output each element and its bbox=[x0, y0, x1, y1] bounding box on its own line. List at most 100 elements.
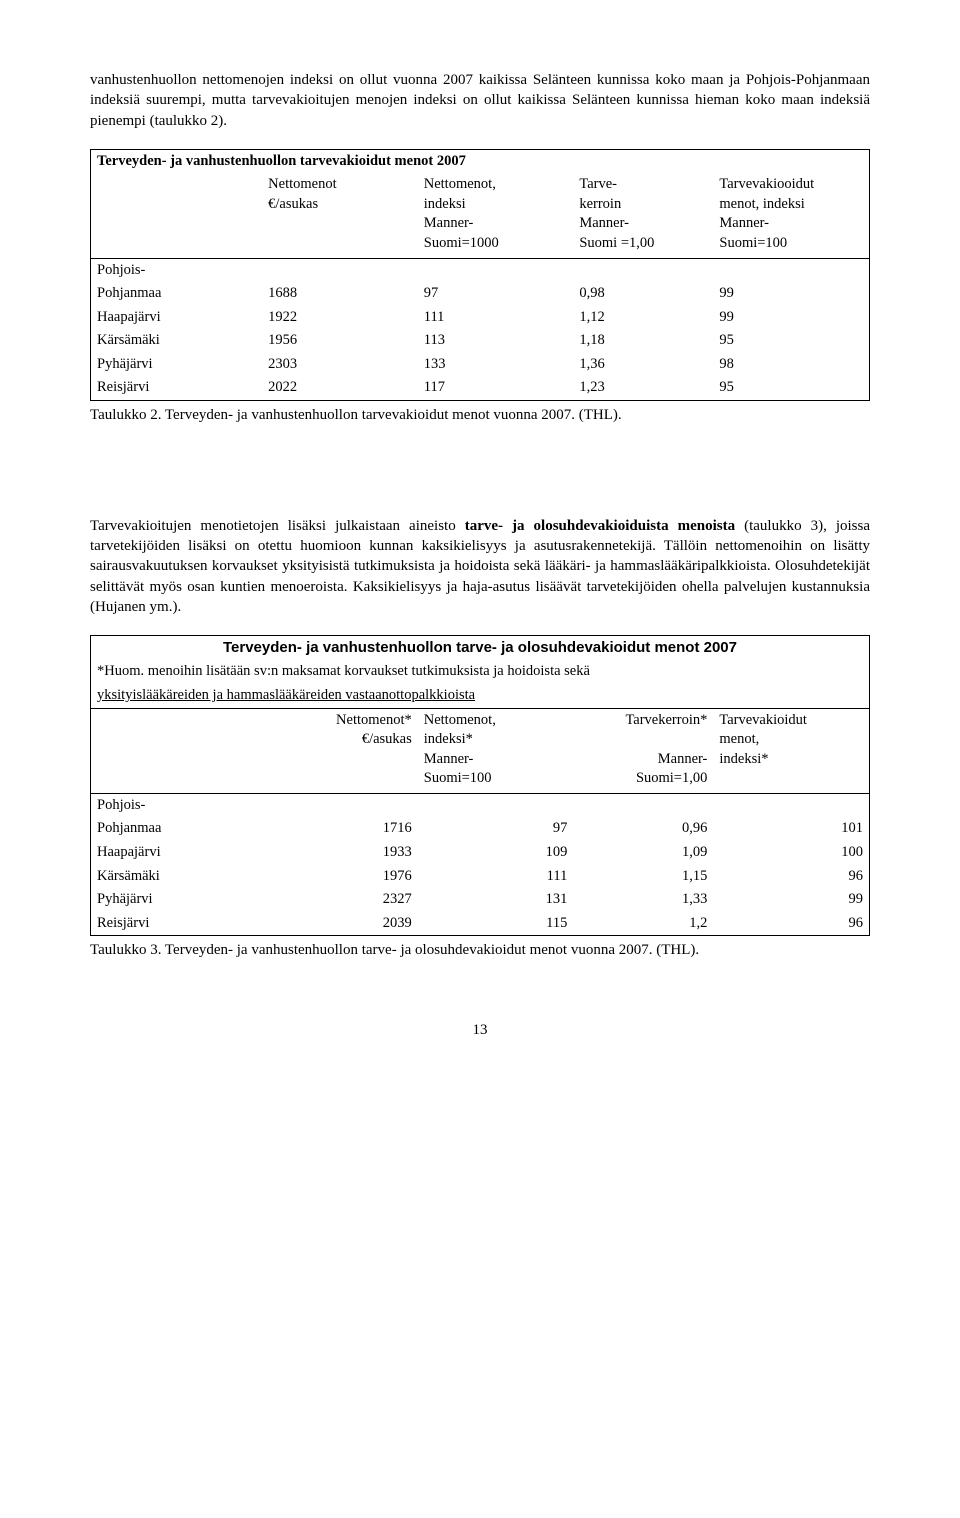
t2-r1-c4: 1,09 bbox=[573, 841, 713, 865]
t2-r3-c2: 2327 bbox=[262, 888, 418, 912]
t2-r0-c2: 1716 bbox=[262, 817, 418, 841]
t2-h3d: Suomi=100 bbox=[424, 770, 492, 786]
t1-h3c: Manner- bbox=[424, 215, 474, 231]
t1-r0-c3: 97 bbox=[418, 282, 574, 306]
t2-r4-c3: 115 bbox=[418, 912, 574, 936]
table-row: Kärsämäki 1956 113 1,18 95 bbox=[91, 329, 869, 353]
table-row: Pohjanmaa 1688 97 0,98 99 bbox=[91, 282, 869, 306]
t1-r3-c2: 2303 bbox=[262, 353, 418, 377]
table-row: Pohjois- bbox=[91, 793, 869, 817]
t2-r0-label-a: Pohjois- bbox=[91, 793, 262, 817]
t2-r4-c4: 1,2 bbox=[573, 912, 713, 936]
table-1-box: Terveyden- ja vanhustenhuollon tarvevaki… bbox=[90, 149, 870, 401]
mid-paragraph: Tarvevakioitujen menotietojen lisäksi ju… bbox=[90, 516, 870, 617]
intro-paragraph: vanhustenhuollon nettomenojen indeksi on… bbox=[90, 70, 870, 131]
t2-r1-c5: 100 bbox=[713, 841, 869, 865]
table-row: Reisjärvi 2022 117 1,23 95 bbox=[91, 376, 869, 400]
t1-h5b: menot, indeksi bbox=[719, 196, 804, 212]
t1-r1-c2: 1922 bbox=[262, 306, 418, 330]
t1-r0-c4: 0,98 bbox=[573, 282, 713, 306]
t2-h3: Nettomenot, indeksi* Manner- Suomi=100 bbox=[418, 708, 574, 793]
t2-r2-c4: 1,15 bbox=[573, 865, 713, 889]
t2-r4-c2: 2039 bbox=[262, 912, 418, 936]
t1-r4-c5: 95 bbox=[713, 376, 869, 400]
t2-h2b: €/asukas bbox=[362, 731, 412, 747]
t1-r2-c2: 1956 bbox=[262, 329, 418, 353]
t2-h4a: Tarvekerroin* bbox=[625, 712, 707, 728]
t1-h4d: Suomi =1,00 bbox=[579, 235, 654, 251]
t1-h2b: €/asukas bbox=[268, 196, 318, 212]
t2-h3b: indeksi* bbox=[424, 731, 473, 747]
table-row: Reisjärvi 2039 115 1,2 96 bbox=[91, 912, 869, 936]
table-1-h1 bbox=[91, 173, 262, 258]
t1-r1-c3: 111 bbox=[418, 306, 574, 330]
t2-h3c: Manner- bbox=[424, 751, 474, 767]
t2-h5b: menot, bbox=[719, 731, 759, 747]
t1-r0-c2: 1688 bbox=[262, 282, 418, 306]
t2-h5a: Tarvevakioidut bbox=[719, 712, 807, 728]
table-1-title-row: Terveyden- ja vanhustenhuollon tarvevaki… bbox=[91, 150, 869, 174]
table-2-title-row: Terveyden- ja vanhustenhuollon tarve- ja… bbox=[91, 636, 869, 660]
t2-r3-c4: 1,33 bbox=[573, 888, 713, 912]
t2-r0-c5: 101 bbox=[713, 817, 869, 841]
t1-r3-c5: 98 bbox=[713, 353, 869, 377]
t2-h4d: Suomi=1,00 bbox=[636, 770, 707, 786]
table-row: Kärsämäki 1976 111 1,15 96 bbox=[91, 865, 869, 889]
t2-h5c: indeksi* bbox=[719, 751, 768, 767]
t1-r0-c5: 99 bbox=[713, 282, 869, 306]
t1-r1-label: Haapajärvi bbox=[91, 306, 262, 330]
t1-r3-c4: 1,36 bbox=[573, 353, 713, 377]
t2-h1 bbox=[91, 708, 262, 793]
t1-h3d: Suomi=1000 bbox=[424, 235, 499, 251]
t1-r2-c4: 1,18 bbox=[573, 329, 713, 353]
t1-r4-c2: 2022 bbox=[262, 376, 418, 400]
t1-h3b: indeksi bbox=[424, 196, 466, 212]
t2-r2-c5: 96 bbox=[713, 865, 869, 889]
t1-h4c: Manner- bbox=[579, 215, 629, 231]
t2-h4c: Manner- bbox=[658, 751, 708, 767]
t1-r3-c3: 133 bbox=[418, 353, 574, 377]
table-1-h5: Tarvevakiooidut menot, indeksi Manner- S… bbox=[713, 173, 869, 258]
t2-r4-c5: 96 bbox=[713, 912, 869, 936]
table-2-note-b-row: yksityislääkäreiden ja hammaslääkäreiden… bbox=[91, 684, 869, 708]
mid-a: Tarvevakioitujen menotietojen lisäksi ju… bbox=[90, 518, 465, 534]
t2-h3a: Nettomenot, bbox=[424, 712, 496, 728]
table-1-h3: Nettomenot, indeksi Manner- Suomi=1000 bbox=[418, 173, 574, 258]
t1-h4b: kerroin bbox=[579, 196, 621, 212]
table-row: Pyhäjärvi 2303 133 1,36 98 bbox=[91, 353, 869, 377]
t1-r4-c4: 1,23 bbox=[573, 376, 713, 400]
t2-r3-label: Pyhäjärvi bbox=[91, 888, 262, 912]
table-2-note-a: *Huom. menoihin lisätään sv:n maksamat k… bbox=[91, 660, 869, 684]
table-2: Terveyden- ja vanhustenhuollon tarve- ja… bbox=[91, 636, 869, 935]
t2-h2a: Nettomenot* bbox=[336, 712, 412, 728]
t2-r0-c4: 0,96 bbox=[573, 817, 713, 841]
t1-h2a: Nettomenot bbox=[268, 176, 336, 192]
table-row: Pohjanmaa 1716 97 0,96 101 bbox=[91, 817, 869, 841]
t2-r3-c3: 131 bbox=[418, 888, 574, 912]
t1-r3-label: Pyhäjärvi bbox=[91, 353, 262, 377]
t1-r2-label: Kärsämäki bbox=[91, 329, 262, 353]
t2-r3-c5: 99 bbox=[713, 888, 869, 912]
t1-h4a: Tarve- bbox=[579, 176, 617, 192]
t1-r4-c3: 117 bbox=[418, 376, 574, 400]
t2-r0-c3: 97 bbox=[418, 817, 574, 841]
t2-h4: Tarvekerroin* Manner- Suomi=1,00 bbox=[573, 708, 713, 793]
t2-r1-label: Haapajärvi bbox=[91, 841, 262, 865]
t1-r1-c4: 1,12 bbox=[573, 306, 713, 330]
table-2-box: Terveyden- ja vanhustenhuollon tarve- ja… bbox=[90, 635, 870, 936]
table-row: Haapajärvi 1922 111 1,12 99 bbox=[91, 306, 869, 330]
table-1-caption: Taulukko 2. Terveyden- ja vanhustenhuoll… bbox=[90, 405, 870, 425]
table-row: Haapajärvi 1933 109 1,09 100 bbox=[91, 841, 869, 865]
table-row: Pyhäjärvi 2327 131 1,33 99 bbox=[91, 888, 869, 912]
t1-r1-c5: 99 bbox=[713, 306, 869, 330]
t2-r0-label-b: Pohjanmaa bbox=[91, 817, 262, 841]
t1-r2-c3: 113 bbox=[418, 329, 574, 353]
t1-r4-label: Reisjärvi bbox=[91, 376, 262, 400]
t2-h2: Nettomenot* €/asukas bbox=[262, 708, 418, 793]
mid-b: tarve- ja olosuhdevakioiduista menoista bbox=[465, 518, 735, 534]
t1-r2-c5: 95 bbox=[713, 329, 869, 353]
t2-r4-label: Reisjärvi bbox=[91, 912, 262, 936]
t1-h5a: Tarvevakiooidut bbox=[719, 176, 814, 192]
t1-h3a: Nettomenot, bbox=[424, 176, 496, 192]
table-2-title: Terveyden- ja vanhustenhuollon tarve- ja… bbox=[91, 636, 869, 660]
